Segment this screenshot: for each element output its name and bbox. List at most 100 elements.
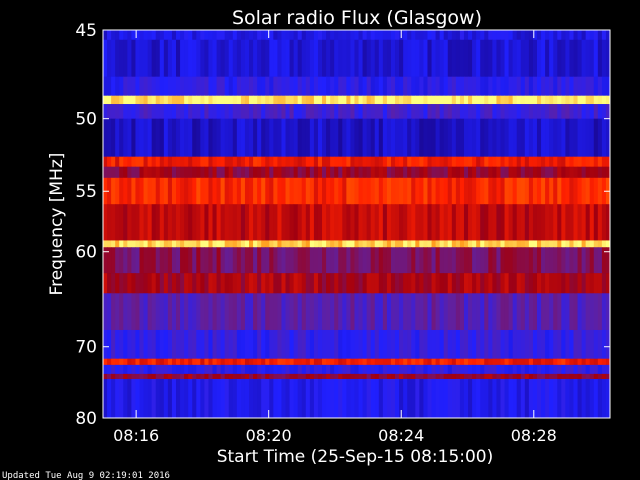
heatmap-cell xyxy=(334,204,339,241)
heatmap-cell xyxy=(403,177,408,205)
heatmap-cell xyxy=(269,204,274,241)
heatmap-cell xyxy=(382,293,388,331)
heatmap-cell xyxy=(269,95,274,105)
heatmap-cell xyxy=(309,118,315,157)
heatmap-cell xyxy=(374,379,380,419)
heatmap-cell xyxy=(386,156,392,167)
heatmap-cell xyxy=(326,293,331,331)
heatmap-cell xyxy=(305,204,311,241)
heatmap-cell xyxy=(431,379,437,419)
heatmap-cell xyxy=(232,364,238,375)
heatmap-cell xyxy=(451,39,457,77)
heatmap-cell xyxy=(317,118,323,157)
heatmap-cell xyxy=(439,358,445,366)
heatmap-cell xyxy=(253,177,258,205)
heatmap-cell xyxy=(240,95,246,105)
heatmap-cell xyxy=(370,166,376,179)
heatmap-cell xyxy=(459,76,465,96)
heatmap-cell xyxy=(269,30,274,41)
heatmap-cell xyxy=(236,373,242,380)
heatmap-cell xyxy=(581,76,587,96)
heatmap-cell xyxy=(378,156,384,167)
heatmap-cell xyxy=(443,95,449,105)
heatmap-cell xyxy=(447,379,453,419)
heatmap-cell xyxy=(431,247,437,274)
heatmap-cell xyxy=(115,247,120,274)
heatmap-cell xyxy=(524,95,530,105)
x-axis-label: Start Time (25-Sep-15 08:15:00) xyxy=(217,447,494,467)
heatmap-cell xyxy=(171,177,177,205)
heatmap-cell xyxy=(147,76,153,96)
heatmap-cell xyxy=(492,373,497,380)
heatmap-cell xyxy=(382,95,388,105)
heatmap-cell xyxy=(196,379,201,419)
heatmap-cell xyxy=(326,273,331,294)
heatmap-cell xyxy=(512,39,518,77)
heatmap-cell xyxy=(382,118,388,157)
heatmap-cell xyxy=(395,358,400,366)
heatmap-cell xyxy=(127,95,132,105)
heatmap-cell xyxy=(309,247,315,274)
heatmap-cell xyxy=(378,39,384,77)
heatmap-cell xyxy=(265,247,270,274)
heatmap-cell xyxy=(545,240,550,248)
heatmap-cell xyxy=(204,247,209,274)
heatmap-cell xyxy=(541,118,546,157)
heatmap-cell xyxy=(423,364,428,375)
heatmap-cell xyxy=(541,95,546,105)
heatmap-cell xyxy=(561,373,566,380)
heatmap-cell xyxy=(334,156,339,167)
heatmap-cell xyxy=(261,247,266,274)
heatmap-cell xyxy=(399,166,404,179)
heatmap-cell xyxy=(212,104,218,119)
heatmap-cell xyxy=(192,364,197,375)
heatmap-cell xyxy=(293,293,299,331)
heatmap-cell xyxy=(196,30,201,41)
heatmap-cell xyxy=(281,95,287,105)
y-tick-label: 50 xyxy=(75,110,97,130)
heatmap-cell xyxy=(378,204,384,241)
heatmap-cell xyxy=(143,364,149,375)
heatmap-cell xyxy=(382,177,388,205)
heatmap-cell xyxy=(139,240,145,248)
heatmap-cell xyxy=(399,104,404,119)
heatmap-cell xyxy=(167,156,173,167)
heatmap-cell xyxy=(293,76,299,96)
heatmap-cell xyxy=(127,177,132,205)
heatmap-cell xyxy=(573,177,579,205)
heatmap-cell xyxy=(285,166,291,179)
heatmap-cell xyxy=(240,373,246,380)
heatmap-cell xyxy=(480,329,485,359)
heatmap-cell xyxy=(119,156,124,167)
heatmap-cell xyxy=(378,329,384,359)
heatmap-cell xyxy=(545,177,550,205)
heatmap-cell xyxy=(569,329,574,359)
heatmap-cell xyxy=(427,204,433,241)
heatmap-cell xyxy=(212,118,218,157)
heatmap-cell xyxy=(269,329,274,359)
heatmap-cell xyxy=(545,358,550,366)
heatmap-cell xyxy=(220,247,226,274)
heatmap-cell xyxy=(204,329,209,359)
heatmap-cell xyxy=(354,293,360,331)
heatmap-cell xyxy=(330,373,335,380)
heatmap-cell xyxy=(532,240,538,248)
heatmap-cell xyxy=(269,379,274,419)
heatmap-cell xyxy=(269,76,274,96)
heatmap-cell xyxy=(476,293,481,331)
heatmap-cell xyxy=(581,104,587,119)
heatmap-cell xyxy=(605,358,611,366)
heatmap-cell xyxy=(423,39,428,77)
heatmap-cell xyxy=(536,379,542,419)
heatmap-cell xyxy=(301,76,307,96)
heatmap-cell xyxy=(317,379,323,419)
heatmap-cell xyxy=(155,76,161,96)
heatmap-cell xyxy=(334,166,339,179)
heatmap-cell xyxy=(216,373,222,380)
heatmap-cell xyxy=(463,156,469,167)
heatmap-cell xyxy=(451,156,457,167)
heatmap-cell xyxy=(330,204,335,241)
heatmap-cell xyxy=(565,204,570,241)
heatmap-cell xyxy=(508,118,514,157)
heatmap-cell xyxy=(549,177,554,205)
